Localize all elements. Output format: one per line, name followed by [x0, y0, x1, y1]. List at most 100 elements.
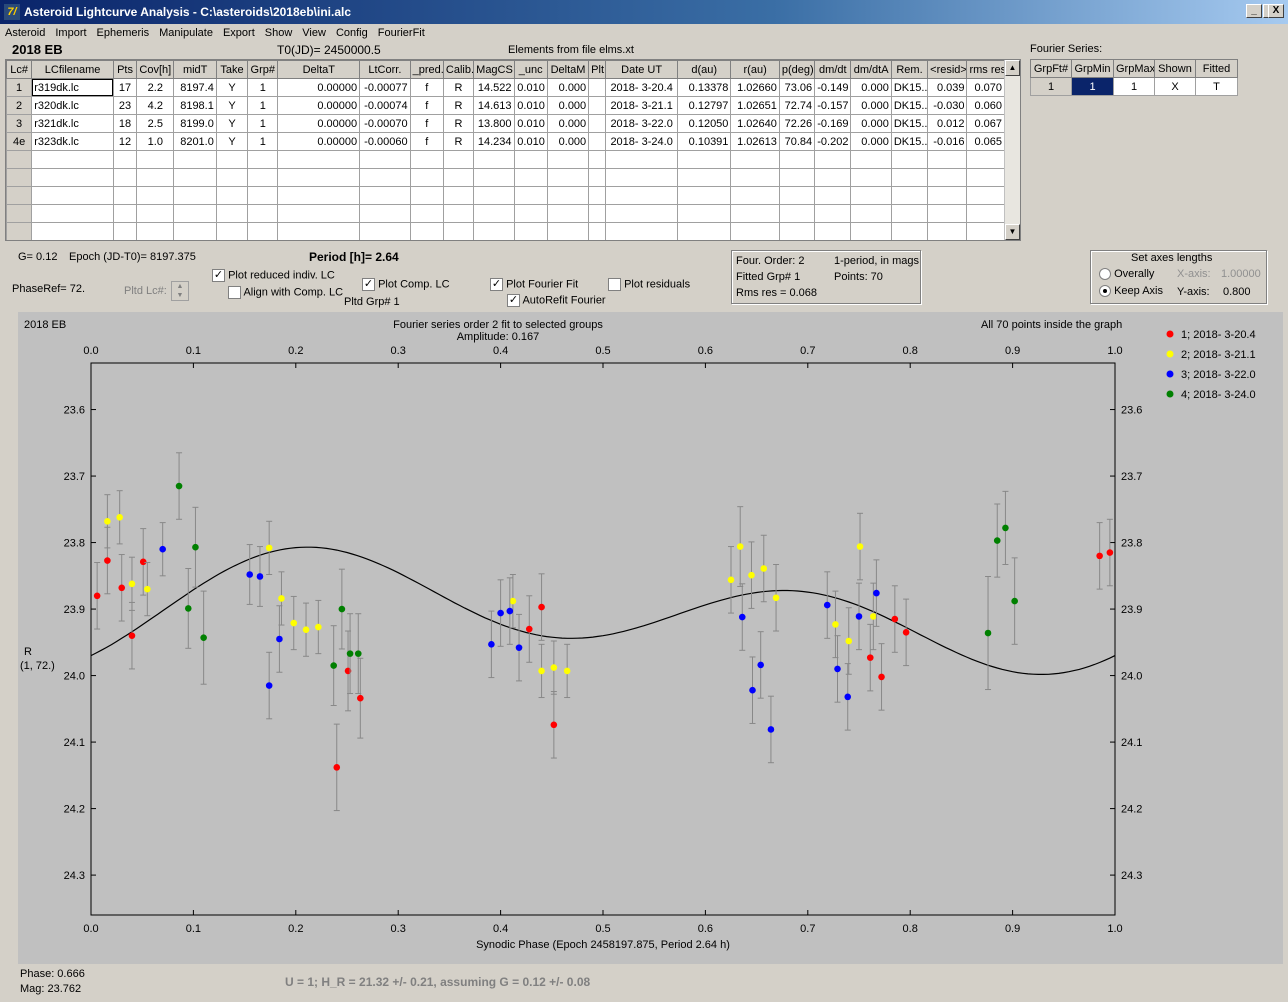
table-cell[interactable]: 8199.0 [173, 114, 217, 133]
empty-cell[interactable] [606, 241, 678, 242]
table-cell[interactable]: DK15... [890, 78, 929, 97]
empty-cell[interactable] [473, 150, 515, 169]
table-cell[interactable]: R [442, 114, 475, 133]
empty-cell[interactable] [137, 241, 174, 242]
table-cell[interactable]: r319dk.lc [31, 78, 114, 97]
table-cell[interactable]: 0.012 [927, 114, 968, 133]
table-cell[interactable]: R [442, 96, 475, 115]
empty-row[interactable] [6, 168, 1005, 187]
empty-cell[interactable] [215, 168, 249, 187]
table-cell[interactable]: 8201.0 [173, 132, 217, 151]
empty-cell[interactable] [850, 150, 892, 169]
empty-cell[interactable] [546, 186, 590, 205]
menu-export[interactable]: Export [222, 27, 255, 39]
empty-cell[interactable] [112, 222, 138, 240]
table-cell[interactable]: 0.000 [546, 132, 590, 151]
empty-cell[interactable] [513, 186, 548, 205]
row-header[interactable]: 3 [6, 114, 33, 133]
empty-cell[interactable] [730, 168, 780, 187]
empty-cell[interactable] [31, 222, 114, 240]
empty-cell[interactable] [546, 222, 590, 240]
empty-cell[interactable] [851, 241, 891, 242]
empty-cell[interactable] [966, 222, 1005, 240]
empty-cell[interactable] [7, 241, 32, 242]
empty-cell[interactable] [6, 222, 33, 240]
empty-cell[interactable] [6, 186, 33, 205]
menu-fourierfit[interactable]: FourierFit [377, 27, 425, 39]
table-cell[interactable]: 2018- 3-22.0 [605, 114, 678, 133]
empty-cell[interactable] [6, 204, 33, 223]
table-cell[interactable]: DK15... [890, 114, 929, 133]
empty-row[interactable] [7, 241, 1005, 242]
empty-cell[interactable] [967, 241, 1005, 242]
lc-column-header[interactable]: Lc# [6, 60, 33, 79]
row-header[interactable]: 1 [6, 78, 33, 97]
empty-cell[interactable] [814, 186, 852, 205]
table-cell[interactable]: 0.010 [513, 114, 548, 133]
empty-cell[interactable] [513, 168, 548, 187]
table-cell[interactable]: DK15... [890, 132, 929, 151]
empty-cell[interactable] [112, 150, 138, 169]
lc-column-header[interactable]: LtCorr. [359, 60, 411, 79]
empty-cell[interactable] [546, 168, 590, 187]
empty-cell[interactable] [215, 204, 249, 223]
empty-cell[interactable] [112, 186, 138, 205]
lc-column-header[interactable]: Rem. [890, 60, 929, 79]
empty-cell[interactable] [850, 204, 892, 223]
table-cell[interactable]: 0.070 [966, 78, 1005, 97]
empty-cell[interactable] [890, 168, 929, 187]
empty-cell[interactable] [588, 168, 607, 187]
empty-cell[interactable] [277, 150, 361, 169]
table-cell[interactable]: 0.060 [966, 96, 1005, 115]
fs-column-header[interactable]: Fitted [1195, 59, 1238, 78]
empty-cell[interactable] [730, 186, 780, 205]
table-cell[interactable]: 0.000 [850, 114, 892, 133]
table-cell[interactable]: f [409, 114, 444, 133]
empty-cell[interactable] [547, 241, 588, 242]
empty-cell[interactable] [676, 186, 732, 205]
empty-cell[interactable] [814, 150, 852, 169]
empty-cell[interactable] [359, 168, 411, 187]
empty-cell[interactable] [730, 150, 780, 169]
empty-cell[interactable] [442, 186, 475, 205]
empty-cell[interactable] [928, 241, 967, 242]
empty-cell[interactable] [677, 241, 730, 242]
empty-cell[interactable] [814, 168, 852, 187]
table-cell[interactable]: 0.12797 [676, 96, 732, 115]
table-cell[interactable]: 0.10391 [676, 132, 732, 151]
table-cell[interactable]: Y [215, 114, 249, 133]
empty-cell[interactable] [173, 186, 217, 205]
empty-cell[interactable] [588, 204, 607, 223]
empty-cell[interactable] [32, 241, 114, 242]
align-comp-checkbox[interactable]: Align with Comp. LC [228, 286, 343, 299]
table-cell[interactable]: f [409, 96, 444, 115]
fs-column-header[interactable]: Shown [1154, 59, 1196, 78]
table-cell[interactable] [588, 78, 607, 97]
empty-cell[interactable] [890, 222, 929, 240]
table-cell[interactable] [588, 114, 607, 133]
empty-cell[interactable] [173, 204, 217, 223]
table-cell[interactable]: 13.800 [473, 114, 515, 133]
plot-comp-checkbox[interactable]: ✓ Plot Comp. LC [362, 278, 450, 291]
table-cell[interactable]: DK15... [890, 96, 929, 115]
table-cell[interactable]: 0.00000 [277, 114, 361, 133]
lc-column-header[interactable]: Take [215, 60, 249, 79]
empty-cell[interactable] [778, 150, 816, 169]
y-axis-value[interactable]: 0.800 [1223, 286, 1251, 298]
fs-column-header[interactable]: GrpMax [1113, 59, 1155, 78]
table-cell[interactable]: 14.613 [473, 96, 515, 115]
lc-table[interactable]: Lc# LCfilename Pts Cov[h] midT Take Grp# DeltaT… [6, 60, 1005, 242]
empty-row[interactable] [6, 186, 1005, 205]
table-row[interactable]: 3 r321dk.lc 18 2.5 8199.0 Y 1 0.00000 -0.00070 f R… [6, 114, 1005, 133]
empty-cell[interactable] [891, 241, 927, 242]
empty-cell[interactable] [277, 168, 361, 187]
empty-cell[interactable] [513, 204, 548, 223]
empty-cell[interactable] [473, 186, 515, 205]
empty-cell[interactable] [247, 222, 279, 240]
empty-cell[interactable] [514, 241, 547, 242]
fs-cell[interactable]: X [1154, 77, 1196, 96]
table-cell[interactable]: 0.00000 [277, 96, 361, 115]
plot-reduced-checkbox[interactable]: ✓ Plot reduced indiv. LC [212, 269, 335, 282]
empty-cell[interactable] [409, 222, 444, 240]
